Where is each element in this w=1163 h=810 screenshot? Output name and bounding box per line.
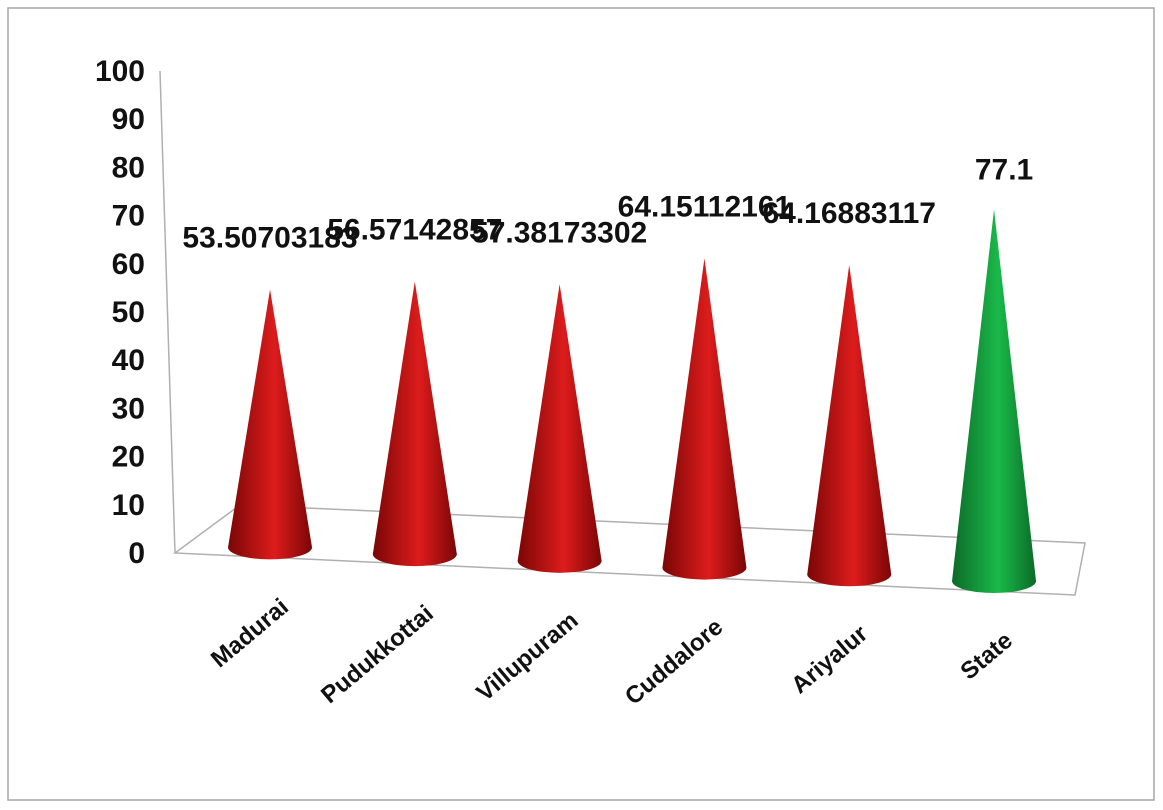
y-tick-label: 50 <box>112 296 145 329</box>
chart-floor <box>172 504 1086 596</box>
axes <box>159 70 1086 596</box>
data-label: 64.16883117 <box>762 197 936 230</box>
y-tick-label: 100 <box>95 55 145 88</box>
y-tick-label: 20 <box>112 441 145 474</box>
data-label: 57.38173302 <box>472 216 647 249</box>
cone-mark <box>662 258 747 580</box>
data-label: 77.1 <box>975 153 1033 186</box>
data-label: 53.50703183 <box>182 222 357 255</box>
y-tick-label: 80 <box>112 151 145 184</box>
y-tick-label: 60 <box>112 248 145 281</box>
y-tick-label: 70 <box>112 200 145 233</box>
y-tick-label: 30 <box>112 392 145 425</box>
y-axis-line <box>159 70 176 554</box>
cone-mark <box>807 264 892 587</box>
chart-border <box>7 7 1155 801</box>
data-label: 64.15112161 <box>618 190 792 223</box>
cone-villupuram <box>517 284 602 573</box>
cone-mark <box>228 289 313 560</box>
cone-mark <box>517 284 602 573</box>
cone-mark <box>952 209 1037 594</box>
cone-madurai <box>228 289 313 560</box>
cones <box>228 209 1037 594</box>
y-axis-ticks: 0 10 20 30 40 50 60 70 80 90 100 <box>95 55 145 570</box>
y-tick-label: 40 <box>112 344 145 377</box>
data-labels: 53.5070318356.5714285757.3817330264.1511… <box>182 153 1033 254</box>
cone-mark <box>372 281 457 567</box>
data-label: 56.57142857 <box>327 213 502 246</box>
cone-cuddalore <box>662 258 747 580</box>
y-tick-label: 90 <box>112 103 145 136</box>
cone-pudukkottai <box>372 281 457 567</box>
cone-ariyalur <box>807 264 892 587</box>
cone-state <box>952 209 1037 594</box>
y-tick-label: 10 <box>112 489 145 522</box>
y-tick-label: 0 <box>128 537 145 570</box>
